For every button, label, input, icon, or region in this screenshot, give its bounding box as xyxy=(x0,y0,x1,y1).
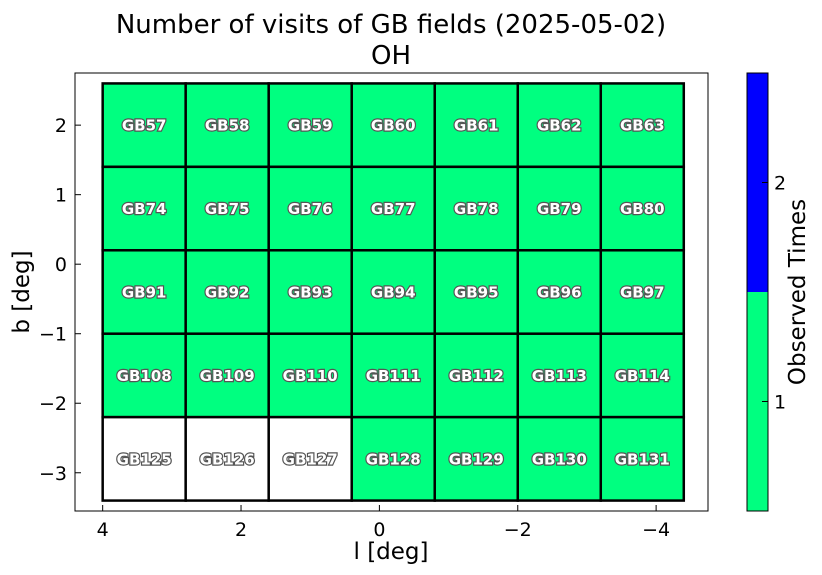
field-cell xyxy=(101,82,187,169)
field-label: GB61 xyxy=(454,117,499,135)
field-cell xyxy=(599,332,686,419)
field-cell xyxy=(516,165,603,252)
x-tick-label: 4 xyxy=(97,519,109,541)
field-label: GB78 xyxy=(454,200,499,218)
field-label: GB114 xyxy=(615,367,670,385)
chart-title: Number of visits of GB fields (2025-05-0… xyxy=(116,10,666,40)
field-cell xyxy=(184,165,270,252)
x-tick-label: −4 xyxy=(642,519,670,541)
field-cell xyxy=(267,165,353,252)
field-cell xyxy=(433,415,520,502)
field-cell xyxy=(184,82,270,169)
x-tick-label: 0 xyxy=(373,519,385,541)
field-label: GB92 xyxy=(205,284,250,302)
field-cell xyxy=(184,249,270,335)
field-label: GB62 xyxy=(537,117,582,135)
field-cell xyxy=(267,415,353,502)
field-cell xyxy=(599,415,686,502)
colorbar: 12 xyxy=(746,72,786,512)
field-cell xyxy=(101,249,187,335)
field-cell xyxy=(599,165,686,252)
field-cell xyxy=(599,249,686,335)
x-axis-label: l [deg] xyxy=(354,539,429,565)
colorbar-segment xyxy=(747,292,768,511)
field-label: GB63 xyxy=(620,117,665,135)
y-axis-label: b [deg] xyxy=(9,250,35,333)
field-labels: GB57 GB58 GB59 GB60 GB61 GB62 GB63 GB74 GB75 GB76… xyxy=(115,115,671,469)
field-cell xyxy=(184,332,270,419)
field-label: GB125 xyxy=(117,450,172,468)
plot-area: GB57 GB58 GB59 GB60 GB61 GB62 GB63 GB74 GB75 GB76… xyxy=(74,72,709,512)
field-cell xyxy=(433,165,520,252)
field-label: GB108 xyxy=(117,367,172,385)
field-cell xyxy=(599,82,686,169)
field-label: GB109 xyxy=(200,367,255,385)
x-tick-label: 2 xyxy=(235,519,247,541)
colorbar-tick-label: 2 xyxy=(774,173,786,195)
field-label: GB80 xyxy=(620,200,665,218)
field-label: GB57 xyxy=(122,117,167,135)
x-tick-label: −2 xyxy=(504,519,532,541)
y-tick-label: −3 xyxy=(39,463,67,485)
y-tick-label: 2 xyxy=(55,115,67,137)
field-label: GB113 xyxy=(532,367,587,385)
field-label: GB59 xyxy=(288,117,333,135)
y-axis-ticks: 2 1 0 −1 −2 −3 xyxy=(39,115,81,485)
field-label: GB111 xyxy=(366,367,421,385)
plot-frame xyxy=(74,72,709,512)
field-cells xyxy=(101,82,686,502)
field-label: GB112 xyxy=(449,367,504,385)
colorbar-segment xyxy=(747,73,768,292)
field-label: GB91 xyxy=(122,284,167,302)
field-cell xyxy=(184,415,270,502)
field-label: GB97 xyxy=(620,284,665,302)
field-label: GB96 xyxy=(537,284,582,302)
field-cell xyxy=(267,332,353,419)
field-cell xyxy=(267,82,353,169)
y-tick-label: −2 xyxy=(39,393,67,415)
y-tick-label: −1 xyxy=(39,324,67,346)
field-cell xyxy=(101,415,187,502)
field-label: GB60 xyxy=(371,117,416,135)
field-cell xyxy=(433,249,520,335)
field-label: GB74 xyxy=(122,200,167,218)
field-label: GB95 xyxy=(454,284,499,302)
field-label: GB94 xyxy=(371,284,416,302)
field-label: GB58 xyxy=(205,117,250,135)
colorbar-frame xyxy=(746,72,769,512)
field-cell xyxy=(350,332,436,419)
field-label: GB129 xyxy=(449,450,504,468)
chart-subtitle: OH xyxy=(371,41,411,71)
field-label: GB130 xyxy=(532,450,587,468)
y-tick-label: 0 xyxy=(55,254,67,276)
y-tick-label: 1 xyxy=(55,185,67,207)
field-cell xyxy=(433,332,520,419)
field-label: GB128 xyxy=(366,450,421,468)
colorbar-label: Observed Times xyxy=(785,199,811,385)
field-cell xyxy=(267,249,353,335)
field-label: GB79 xyxy=(537,200,582,218)
field-label: GB93 xyxy=(288,284,333,302)
field-label: GB110 xyxy=(283,367,338,385)
field-label: GB127 xyxy=(283,450,338,468)
field-label: GB126 xyxy=(200,450,255,468)
field-label: GB75 xyxy=(205,200,250,218)
field-cell xyxy=(350,249,436,335)
x-axis-ticks: 4 2 0 −2 −4 xyxy=(97,505,670,541)
field-label: GB77 xyxy=(371,200,416,218)
field-cell xyxy=(101,165,187,252)
field-label: GB131 xyxy=(615,450,670,468)
field-label: GB76 xyxy=(288,200,333,218)
colorbar-tick-label: 1 xyxy=(774,392,786,414)
